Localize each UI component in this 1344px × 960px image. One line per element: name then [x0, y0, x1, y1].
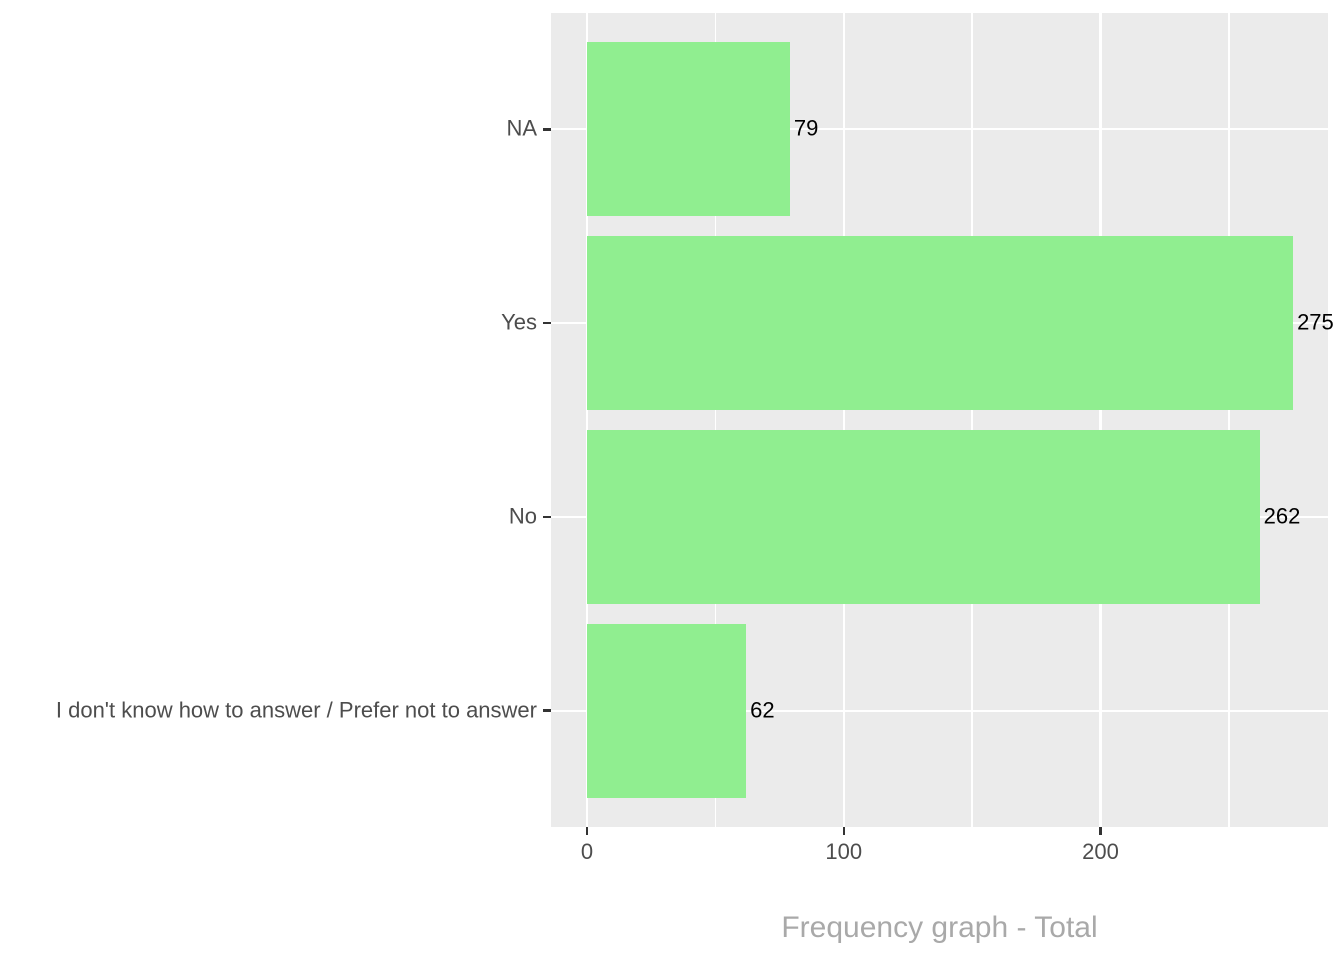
x-tick-label: 200 [1082, 839, 1119, 864]
bar [587, 429, 1260, 604]
y-tick-mark [543, 515, 551, 519]
bar [587, 236, 1294, 411]
x-tick-label: 100 [825, 839, 863, 864]
major-gridline [1099, 13, 1102, 827]
major-gridline [842, 13, 845, 827]
x-tick-mark [585, 827, 589, 835]
x-axis-title: Frequency graph - Total [781, 911, 1098, 944]
category-label: Yes [501, 309, 537, 335]
category-gridline [551, 709, 1328, 712]
x-tick-mark [842, 827, 845, 835]
bar-value-label: 262 [1263, 503, 1301, 529]
minor-gridline [1228, 13, 1230, 827]
bar-value-label: 79 [793, 115, 819, 141]
category-gridline [551, 128, 1328, 131]
category-label: NA [506, 115, 537, 141]
bar-value-label: 275 [1297, 309, 1334, 335]
y-tick-mark [543, 321, 551, 325]
y-tick-mark [543, 709, 551, 712]
bar [587, 42, 790, 217]
category-label: No [508, 503, 537, 529]
bar [587, 623, 747, 798]
category-label: I don't know how to answer / Prefer not … [55, 696, 537, 722]
bar-value-label: 62 [750, 697, 775, 723]
x-tick-mark [1099, 827, 1102, 835]
y-tick-mark [543, 128, 551, 131]
minor-gridline [971, 13, 973, 827]
plot-panel [551, 13, 1328, 827]
minor-gridline [714, 13, 717, 827]
x-tick-label: 0 [580, 839, 594, 864]
major-gridline [585, 13, 589, 827]
